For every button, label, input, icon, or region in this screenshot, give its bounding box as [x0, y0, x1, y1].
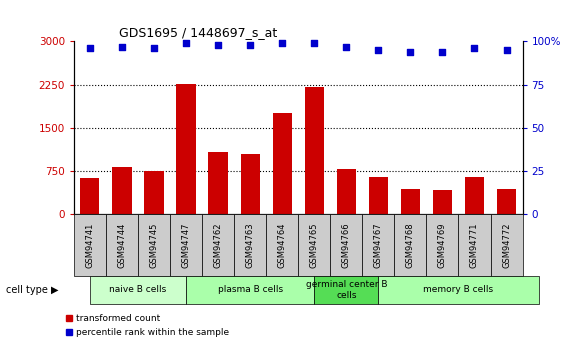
- Text: GSM94744: GSM94744: [118, 222, 127, 268]
- Text: GSM94772: GSM94772: [502, 222, 511, 268]
- Text: naive B cells: naive B cells: [109, 285, 166, 294]
- Point: [149, 46, 158, 51]
- Bar: [273, 113, 292, 214]
- Point: [342, 44, 351, 49]
- Point: [85, 46, 94, 51]
- Text: GSM94771: GSM94771: [470, 222, 479, 268]
- Bar: [80, 178, 99, 214]
- Bar: [240, 154, 260, 214]
- Point: [245, 42, 254, 48]
- Text: germinal center B
cells: germinal center B cells: [306, 280, 387, 299]
- Bar: [304, 87, 324, 214]
- Text: GSM94769: GSM94769: [438, 222, 447, 268]
- Text: cell type ▶: cell type ▶: [6, 285, 58, 295]
- Bar: [337, 169, 356, 214]
- Bar: [433, 190, 452, 214]
- Text: GSM94762: GSM94762: [214, 222, 223, 268]
- Bar: [497, 189, 516, 214]
- Point: [438, 49, 447, 55]
- Text: GSM94765: GSM94765: [310, 222, 319, 268]
- Point: [502, 47, 511, 53]
- Text: GSM94764: GSM94764: [278, 222, 287, 268]
- Point: [374, 47, 383, 53]
- Bar: [465, 177, 484, 214]
- Bar: [177, 84, 195, 214]
- Text: GSM94768: GSM94768: [406, 222, 415, 268]
- Text: GSM94741: GSM94741: [85, 222, 94, 268]
- Bar: [112, 167, 132, 214]
- Text: plasma B cells: plasma B cells: [218, 285, 283, 294]
- Point: [406, 49, 415, 55]
- Bar: [369, 177, 388, 214]
- Legend: transformed count, percentile rank within the sample: transformed count, percentile rank withi…: [61, 311, 232, 341]
- Point: [278, 40, 287, 46]
- Point: [470, 46, 479, 51]
- Text: GDS1695 / 1448697_s_at: GDS1695 / 1448697_s_at: [119, 26, 277, 39]
- Bar: [401, 189, 420, 214]
- Point: [182, 40, 191, 46]
- Text: GSM94745: GSM94745: [149, 222, 158, 268]
- Point: [118, 44, 127, 49]
- Bar: [208, 152, 228, 214]
- Text: GSM94767: GSM94767: [374, 222, 383, 268]
- Bar: [144, 171, 164, 214]
- Text: GSM94747: GSM94747: [182, 222, 190, 268]
- Text: GSM94763: GSM94763: [245, 222, 254, 268]
- Point: [214, 42, 223, 48]
- Text: memory B cells: memory B cells: [423, 285, 494, 294]
- Point: [310, 40, 319, 46]
- Text: GSM94766: GSM94766: [342, 222, 351, 268]
